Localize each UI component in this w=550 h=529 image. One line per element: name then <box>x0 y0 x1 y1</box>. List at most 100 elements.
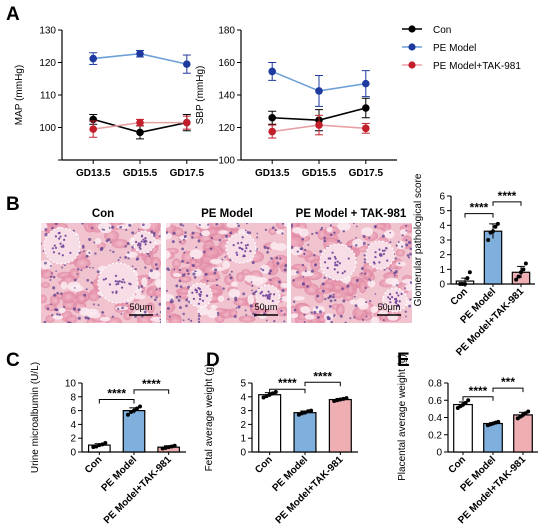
nucleus-dot <box>276 261 280 265</box>
tubule-shape <box>202 247 220 259</box>
nucleus-dot <box>408 304 412 308</box>
nucleus-dot <box>270 257 273 260</box>
nucleus-dot <box>108 226 111 229</box>
nucleus-dot <box>181 259 184 263</box>
data-point <box>362 124 370 133</box>
data-point <box>125 412 130 417</box>
glomerulus-nucleus <box>400 292 403 296</box>
nucleus-dot <box>85 288 88 291</box>
legend-item-con: Con <box>402 25 451 36</box>
glomerulus-nucleus <box>334 257 337 260</box>
y-tick-label: 100 <box>39 123 56 134</box>
glomerulus-nucleus <box>396 304 399 307</box>
y-tick-label: 4 <box>240 392 246 403</box>
nucleus-dot <box>354 304 358 308</box>
nucleus-dot <box>362 234 366 238</box>
nucleus-dot <box>324 297 327 301</box>
nucleus-dot <box>60 292 63 295</box>
nucleus-dot <box>321 289 325 293</box>
nucleus-dot <box>273 319 276 323</box>
nucleus-dot <box>131 265 134 268</box>
nucleus-dot <box>244 309 247 312</box>
glomerulus-nucleus <box>139 244 142 247</box>
nucleus-dot <box>251 284 254 287</box>
nucleus-dot <box>127 251 130 254</box>
nucleus-dot <box>346 284 350 288</box>
nucleus-dot <box>206 279 209 283</box>
nucleus-dot <box>302 276 305 278</box>
nucleus-dot <box>303 320 306 323</box>
glomerulus-nucleus <box>395 291 398 294</box>
nucleus-dot <box>333 231 336 234</box>
nucleus-dot <box>224 256 226 258</box>
y-tick-label: 2 <box>70 434 76 445</box>
nucleus-dot <box>158 302 161 306</box>
nucleus-dot <box>190 319 193 322</box>
nucleus-dot <box>397 241 400 244</box>
tubule-shape <box>170 267 181 279</box>
bar-group-con: Con <box>83 441 111 476</box>
significance-label: *** <box>501 375 515 389</box>
glomerulus-nucleus <box>198 293 201 296</box>
y-tick-label: 2 <box>240 420 246 431</box>
nucleus-dot <box>303 313 306 316</box>
data-point <box>362 79 370 88</box>
nucleus-dot <box>314 264 317 267</box>
nucleus-dot <box>328 304 332 308</box>
legend-label-pe-model: PE Model <box>433 43 476 54</box>
nucleus-dot <box>329 233 333 237</box>
legend: Con PE Model PE Model+TAK-981 <box>402 25 521 72</box>
lumen-shape <box>197 307 209 316</box>
nucleus-dot <box>197 239 201 243</box>
nucleus-dot <box>354 244 358 247</box>
data-point <box>94 444 99 449</box>
nucleus-dot <box>383 268 386 271</box>
lumen-shape <box>378 310 389 315</box>
glomerulus-nucleus <box>201 299 205 302</box>
glomerulus-nucleus <box>144 236 147 240</box>
glomerulus-nucleus <box>244 250 247 253</box>
nucleus-dot <box>329 299 333 303</box>
bar <box>328 398 352 453</box>
nucleus-dot <box>245 314 248 316</box>
panel-label-c: C <box>6 350 20 371</box>
histology-image-pe-model <box>166 223 287 323</box>
data-point <box>132 408 136 413</box>
tubule-shape <box>41 282 51 289</box>
bar <box>258 394 282 453</box>
nucleus-dot <box>405 243 409 247</box>
nucleus-dot <box>193 276 197 279</box>
y-tick-label: 110 <box>40 91 56 102</box>
tubule-shape <box>171 258 181 269</box>
nucleus-dot <box>76 273 79 275</box>
tubule-shape <box>346 282 355 296</box>
lumen-shape <box>222 260 230 270</box>
lumen-shape <box>281 295 287 303</box>
nucleus-dot <box>194 270 196 273</box>
nucleus-dot <box>353 295 356 298</box>
glomerulus-nucleus <box>398 300 401 303</box>
y-tick-label: 6 <box>439 192 445 203</box>
glomerulus-nucleus <box>395 297 398 300</box>
nucleus-dot <box>171 300 175 303</box>
glomerulus-nucleus <box>197 302 201 305</box>
glomerulus-nucleus <box>235 251 238 254</box>
nucleus-dot <box>292 279 295 282</box>
significance-label: **** <box>142 377 161 391</box>
nucleus-dot <box>326 315 330 319</box>
nucleus-dot <box>355 236 357 239</box>
nucleus-dot <box>301 237 305 241</box>
nucleus-dot <box>283 313 286 316</box>
nucleus-dot <box>261 268 265 272</box>
nucleus-dot <box>49 278 52 281</box>
nucleus-dot <box>242 292 246 296</box>
nucleus-dot <box>300 247 304 251</box>
tissue-texture <box>291 223 412 323</box>
glomerulus-nucleus <box>57 232 60 235</box>
nucleus-dot <box>368 236 371 239</box>
nucleus-dot <box>404 310 407 313</box>
glomerulus-nucleus <box>391 296 394 299</box>
nucleus-dot <box>51 226 54 230</box>
